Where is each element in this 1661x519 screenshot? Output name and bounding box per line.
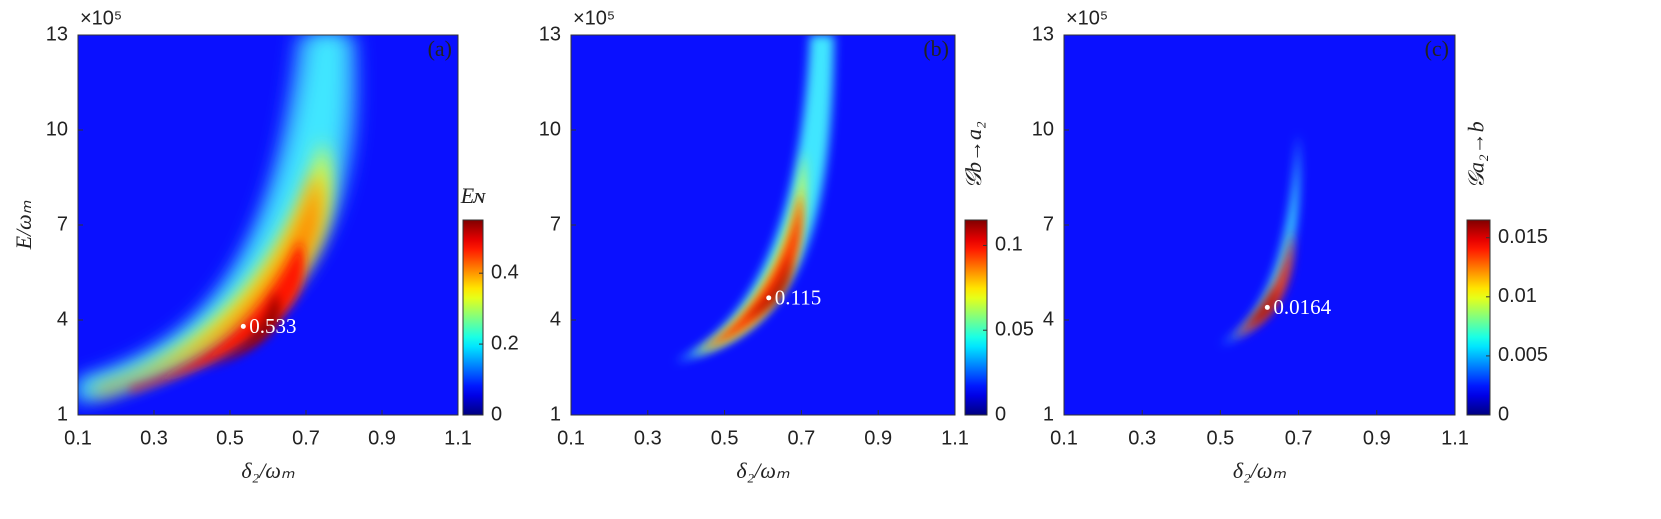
colorbar — [1466, 219, 1491, 416]
peak-point — [240, 323, 246, 329]
x-tick-label: 0.1 — [557, 427, 585, 449]
colorbar-tick-label: 0.1 — [995, 234, 1023, 256]
x-tick-label: 0.3 — [140, 427, 168, 449]
colorbar-tick-label: 0 — [1498, 403, 1509, 425]
y-multiplier: ×10⁵ — [573, 7, 615, 29]
x-tick-label: 0.5 — [711, 427, 739, 449]
y-tick-label: 1 — [550, 403, 561, 425]
x-axis-label: δ₂/ωₘ — [241, 458, 295, 483]
x-tick-label: 0.5 — [1206, 427, 1234, 449]
y-multiplier: ×10⁵ — [80, 7, 122, 29]
colorbar-tick-label: 0.015 — [1498, 226, 1548, 248]
y-tick-label: 4 — [550, 308, 561, 330]
y-tick-label: 7 — [57, 213, 68, 235]
x-tick-label: 0.9 — [368, 427, 396, 449]
heatmap-field — [78, 35, 458, 415]
x-tick-label: 1.1 — [941, 427, 969, 449]
colorbar-tick-label: 0.01 — [1498, 285, 1537, 307]
peak-label: 0.533 — [249, 314, 296, 338]
x-tick-label: 0.1 — [64, 427, 92, 449]
colorbar-tick-label: 0.2 — [491, 332, 519, 354]
y-tick-label: 10 — [539, 118, 561, 140]
peak-point — [1264, 304, 1270, 310]
x-axis-label: δ₂/ωₘ — [1233, 458, 1287, 483]
x-tick-label: 0.1 — [1050, 427, 1078, 449]
x-tick-label: 0.3 — [1128, 427, 1156, 449]
colorbar-label: Eɴ — [460, 183, 486, 208]
y-tick-label: 1 — [57, 403, 68, 425]
panel-label: (c) — [1425, 36, 1449, 61]
colorbar-label: 𝒢a₂→b — [1464, 121, 1489, 188]
x-tick-label: 0.9 — [864, 427, 892, 449]
colorbar-tick-label: 0.005 — [1498, 344, 1548, 366]
y-tick-label: 4 — [1043, 308, 1054, 330]
peak-label: 0.0164 — [1273, 295, 1331, 319]
y-tick-label: 13 — [46, 23, 68, 45]
colorbar-tick-label: 0 — [491, 403, 502, 425]
y-tick-label: 4 — [57, 308, 68, 330]
y-tick-label: 1 — [1043, 403, 1054, 425]
panel-label: (b) — [923, 36, 949, 61]
y-tick-label: 7 — [1043, 213, 1054, 235]
x-tick-label: 0.5 — [216, 427, 244, 449]
peak-label: 0.115 — [775, 286, 821, 310]
x-tick-label: 0.7 — [787, 427, 815, 449]
x-tick-label: 1.1 — [1441, 427, 1469, 449]
x-axis-label: δ₂/ωₘ — [736, 458, 790, 483]
x-tick-label: 0.7 — [1285, 427, 1313, 449]
panel-label: (a) — [428, 36, 452, 61]
x-tick-label: 0.7 — [292, 427, 320, 449]
x-tick-label: 0.3 — [634, 427, 662, 449]
y-tick-label: 7 — [550, 213, 561, 235]
y-tick-label: 10 — [1032, 118, 1054, 140]
y-tick-label: 10 — [46, 118, 68, 140]
peak-point — [766, 295, 772, 301]
y-tick-label: 13 — [539, 23, 561, 45]
heatmap-field — [1064, 35, 1455, 415]
heatmap-field — [571, 35, 955, 415]
colorbar — [462, 219, 484, 416]
colorbar-tick-label: 0.4 — [491, 261, 519, 283]
x-tick-label: 1.1 — [444, 427, 472, 449]
y-tick-label: 13 — [1032, 23, 1054, 45]
colorbar — [964, 219, 988, 416]
y-multiplier: ×10⁵ — [1066, 7, 1108, 29]
colorbar-tick-label: 0.05 — [995, 318, 1034, 340]
y-axis-label: E/ωₘ — [11, 200, 36, 250]
colorbar-tick-label: 0 — [995, 403, 1006, 425]
colorbar-label: 𝒢b→a₂ — [961, 121, 986, 189]
x-tick-label: 0.9 — [1363, 427, 1391, 449]
